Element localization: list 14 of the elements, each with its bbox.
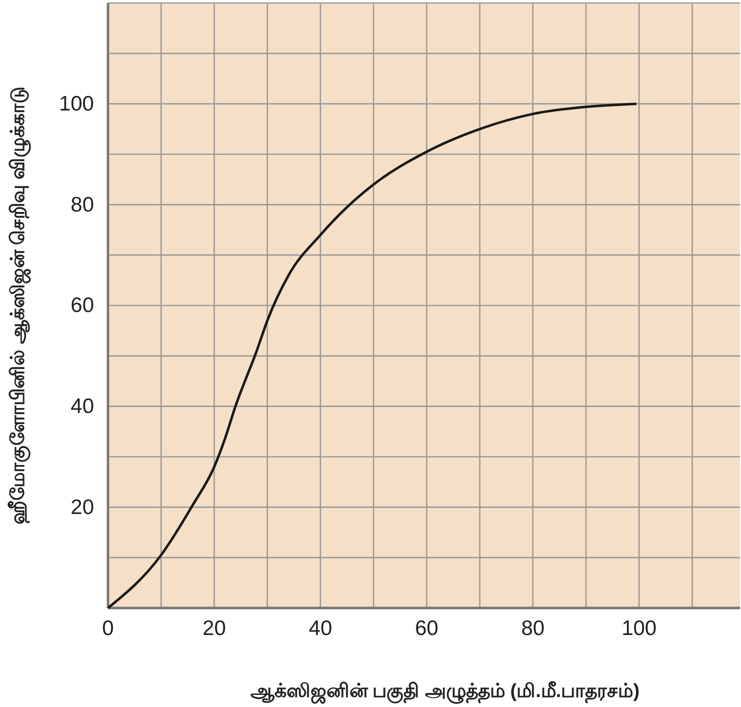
- x-tick-label: 80: [521, 616, 545, 640]
- x-tick-label: 40: [308, 616, 332, 640]
- x-axis-title: ஆக்ஸிஜனின் பகுதி அழுத்தம் (மி.மீ.பாதரசம்): [250, 681, 640, 704]
- y-tick-label: 100: [58, 92, 94, 116]
- x-tick-label: 60: [414, 616, 438, 640]
- x-tick-label: 20: [202, 616, 226, 640]
- y-tick-label: 20: [70, 496, 94, 519]
- line-series: [106, 102, 638, 610]
- y-tick-label: 40: [70, 395, 94, 418]
- x-tick-label: 0: [102, 616, 114, 640]
- y-tick-label: 60: [70, 294, 94, 318]
- y-axis-title: ஹீமோகுளோபினில் ஆக்ஸிஜன் செறிவு விழுக்காடு: [7, 86, 31, 524]
- y-tick-label: 80: [70, 193, 94, 216]
- x-tick-label: 100: [622, 616, 657, 640]
